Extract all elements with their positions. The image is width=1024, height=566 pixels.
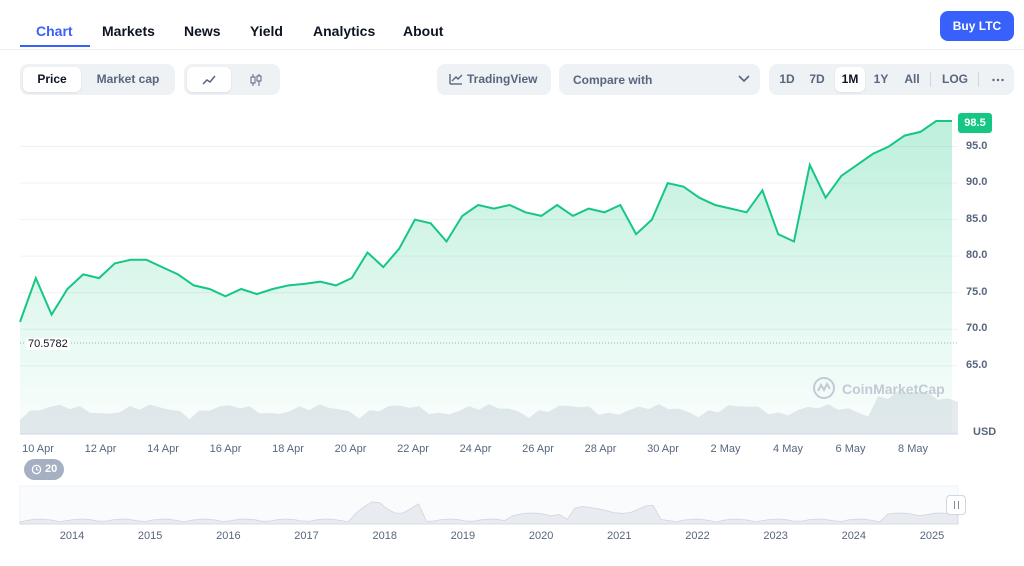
navigator-series (19, 501, 959, 525)
history-icon (31, 464, 42, 475)
navigator-year-label: 2014 (59, 530, 85, 542)
navigator-year-label: 2025 (919, 530, 945, 542)
y-tick-label: 80.0 (966, 249, 988, 262)
x-tick-label: 2 May (710, 443, 741, 455)
x-tick-label: 26 Apr (522, 443, 554, 455)
range-1m[interactable]: 1M (835, 67, 865, 92)
y-tick-label: 70.0 (966, 322, 988, 335)
watermark-label: CoinMarketCap (842, 381, 945, 397)
tradingview-label: TradingView (467, 72, 538, 86)
range-7d[interactable]: 7D (809, 72, 825, 86)
tab-news[interactable]: News (184, 23, 221, 39)
x-tick-label: 24 Apr (459, 443, 492, 455)
price-area (20, 121, 952, 434)
compare-with-label: Compare with (573, 73, 653, 87)
navigator-year-label: 2024 (841, 530, 867, 542)
navigator-year-label: 2017 (294, 530, 319, 542)
market-cap-toggle[interactable]: Market cap (96, 72, 160, 86)
price-line (19, 120, 952, 323)
navigator-year-label: 2021 (607, 530, 632, 542)
x-tick-label: 14 Apr (147, 443, 179, 455)
active-tab-indicator (20, 45, 90, 47)
x-tick-label: 10 Apr (22, 443, 54, 455)
x-tick-label: 30 Apr (647, 443, 679, 455)
baseline-price-label: 70.5782 (26, 338, 70, 350)
chart-type-toggle (184, 64, 280, 95)
navigator-handle[interactable] (946, 495, 966, 515)
range-divider (930, 72, 931, 87)
tab-chart[interactable]: Chart (36, 23, 73, 39)
navigator-year-label: 2019 (450, 530, 476, 542)
y-tick-label: 75.0 (966, 285, 988, 298)
line-chart-button[interactable] (187, 67, 231, 92)
more-dots-icon (992, 78, 1004, 82)
buy-ltc-button[interactable]: Buy LTC (940, 11, 1014, 41)
top-nav: Chart Markets News Yield Analytics About… (0, 0, 1024, 50)
more-options-button[interactable] (985, 67, 1011, 92)
range-divider (978, 72, 979, 87)
candlestick-icon (250, 73, 261, 86)
log-scale-toggle[interactable]: LOG (942, 72, 968, 86)
x-tick-label: 8 May (898, 443, 928, 455)
navigator-year-label: 2020 (528, 530, 554, 542)
y-tick-label: 65.0 (966, 358, 988, 371)
x-tick-label: 4 May (773, 443, 803, 455)
coinmarketcap-logo-icon (813, 377, 835, 399)
chevron-down-icon (738, 75, 750, 83)
y-tick-label: 90.0 (966, 176, 988, 189)
range-1y[interactable]: 1Y (873, 72, 889, 86)
x-tick-label: 18 Apr (272, 443, 304, 455)
x-tick-label: 28 Apr (584, 443, 617, 455)
trend-icon (449, 74, 463, 85)
time-range-selector: 1D 7D 1M 1Y All LOG (769, 64, 1014, 95)
x-tick-label: 12 Apr (84, 443, 117, 455)
navigator-year-label: 2015 (137, 530, 163, 542)
x-tick-label: 16 Apr (209, 443, 242, 455)
events-badge[interactable]: 20 (24, 459, 64, 480)
navigator-year-label: 2022 (685, 530, 710, 542)
tab-about[interactable]: About (403, 23, 444, 39)
price-chart[interactable] (0, 100, 1024, 540)
tradingview-button[interactable]: TradingView (437, 64, 551, 95)
tab-yield[interactable]: Yield (250, 23, 283, 39)
navigator-year-label: 2023 (763, 530, 788, 542)
current-price-badge: 98.5 (958, 113, 992, 133)
candlestick-button[interactable] (234, 67, 277, 92)
tab-markets[interactable]: Markets (102, 23, 155, 39)
tab-analytics[interactable]: Analytics (313, 23, 376, 39)
line-chart-icon (202, 75, 216, 85)
range-all[interactable]: All (904, 72, 920, 86)
range-1d[interactable]: 1D (779, 72, 795, 86)
events-count: 20 (45, 463, 58, 475)
x-tick-label: 22 Apr (397, 443, 429, 455)
y-tick-label: 95.0 (966, 139, 988, 152)
navigator-year-label: 2018 (372, 530, 397, 542)
x-tick-label: 6 May (835, 443, 866, 455)
compare-with-select[interactable]: Compare with (559, 64, 760, 95)
currency-label: USD (973, 426, 997, 438)
navigator-track[interactable] (19, 485, 959, 525)
x-tick-label: 20 Apr (334, 443, 367, 455)
navigator-year-label: 2016 (216, 530, 241, 542)
metric-toggle: Price Market cap (20, 64, 175, 95)
y-tick-label: 85.0 (966, 212, 988, 225)
price-toggle[interactable]: Price (23, 67, 81, 92)
